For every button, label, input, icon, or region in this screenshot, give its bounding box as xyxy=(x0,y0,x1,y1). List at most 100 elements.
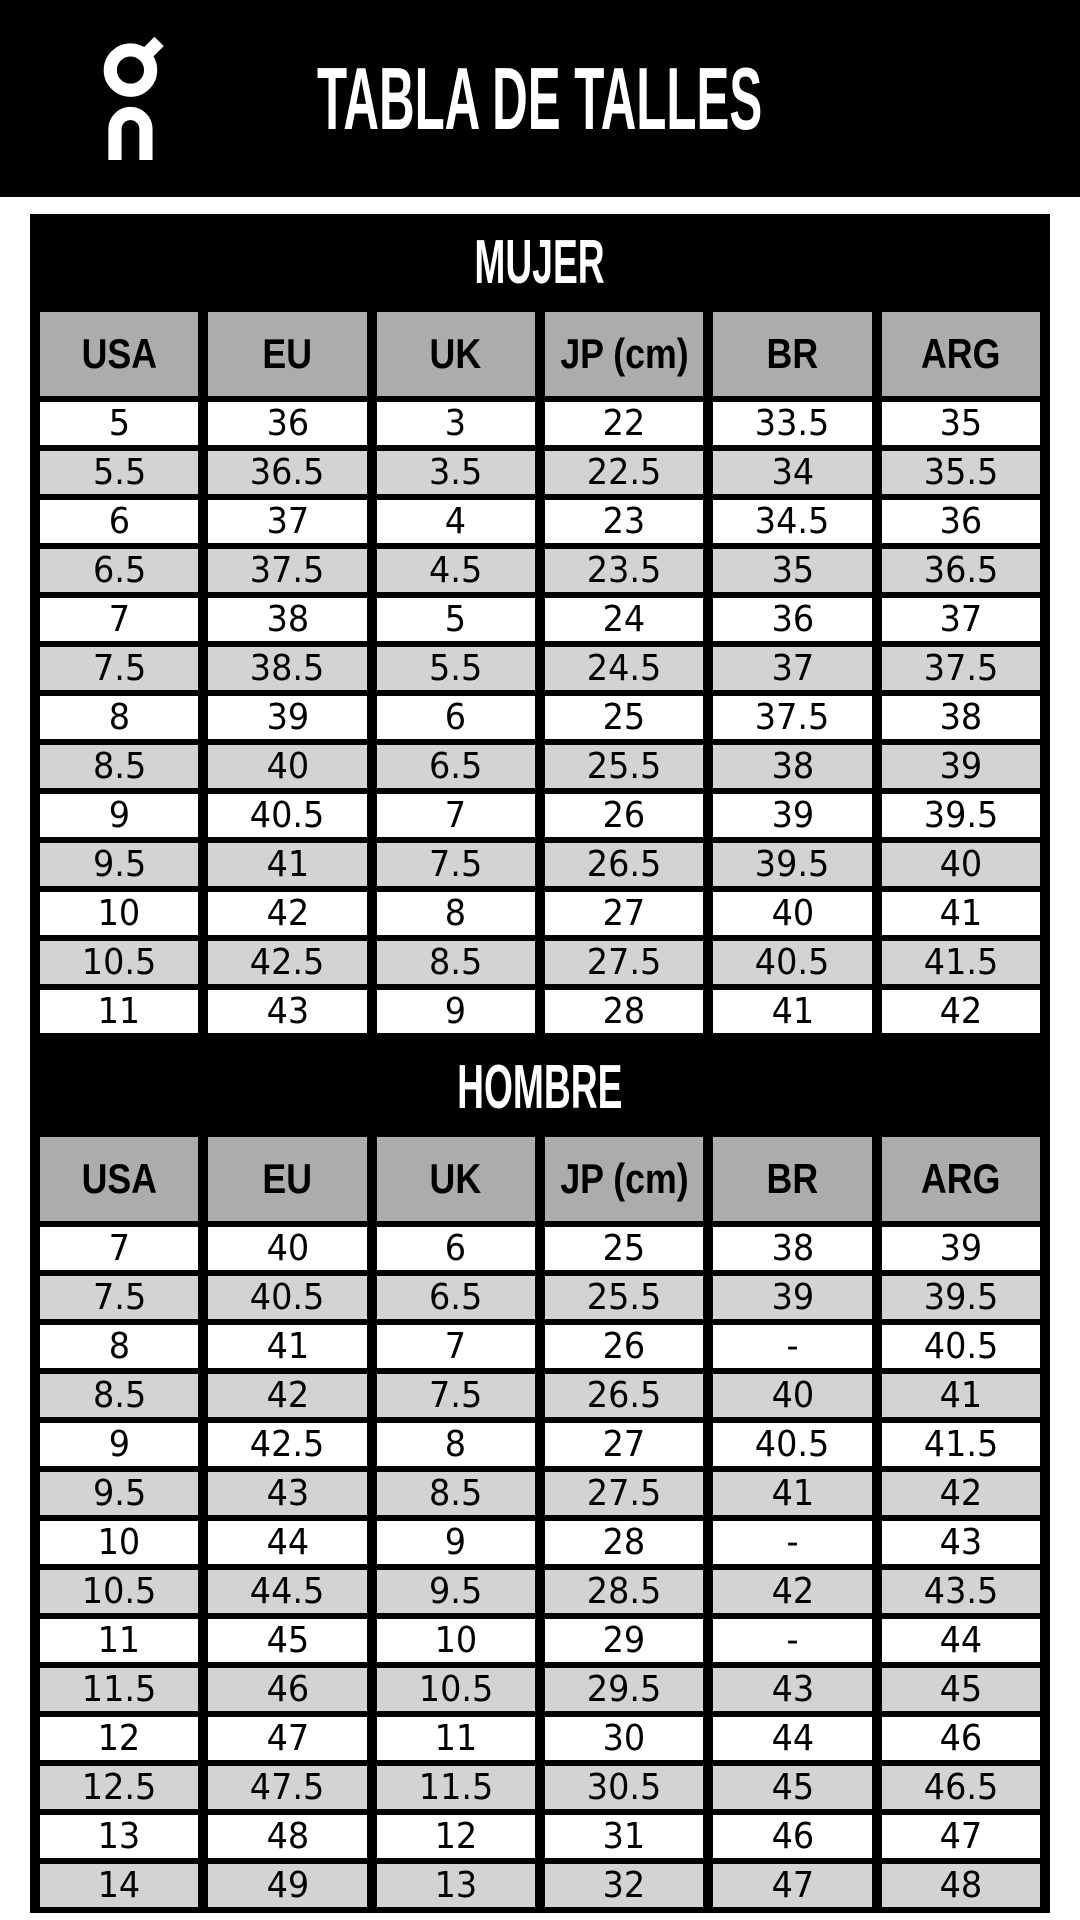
size-value: 29.5 xyxy=(586,1668,662,1710)
table-row: 10 44 9 28 - 43 xyxy=(29,1515,1051,1570)
size-value: 8 xyxy=(108,1325,130,1367)
size-value: 46 xyxy=(771,1815,814,1857)
column-header-row: USA EU UK JP (cm) BR ARG xyxy=(29,306,1051,402)
size-value: 28 xyxy=(602,990,646,1032)
size-value: 4 xyxy=(445,500,467,542)
size-cell: 40 xyxy=(703,1368,882,1423)
size-value: 26 xyxy=(602,794,646,836)
size-value: 46 xyxy=(266,1668,309,1710)
size-cell: 41.5 xyxy=(871,1417,1051,1472)
column-header-label: ARG xyxy=(921,1155,1001,1202)
size-value: 36.5 xyxy=(250,451,325,493)
size-cell: 9 xyxy=(29,788,209,843)
size-value: 36 xyxy=(939,500,983,542)
table-row: 10.5 42.5 8.5 27.5 40.5 41.5 xyxy=(29,935,1051,990)
size-cell: 40.5 xyxy=(703,1417,882,1472)
column-header-eu: EU xyxy=(198,1131,377,1227)
size-cell: 5.5 xyxy=(29,445,209,500)
size-cell: 39 xyxy=(703,788,882,843)
size-value: 42 xyxy=(939,990,983,1032)
size-cell: 29.5 xyxy=(534,1662,714,1717)
size-cell: 39.5 xyxy=(871,1270,1051,1325)
size-value: 40.5 xyxy=(250,794,325,836)
size-value: 42 xyxy=(266,892,309,934)
size-cell: 8.5 xyxy=(29,1368,209,1423)
size-value: 8.5 xyxy=(429,941,483,983)
table-row: 7.5 40.5 6.5 25.5 39 39.5 xyxy=(29,1270,1051,1325)
size-cell: 8 xyxy=(366,1417,545,1472)
size-cell: 10.5 xyxy=(29,935,209,990)
size-value: 37.5 xyxy=(250,549,325,591)
size-cell: 40 xyxy=(198,1221,377,1276)
size-value: 6 xyxy=(445,1227,467,1269)
size-cell: 37.5 xyxy=(703,690,882,745)
size-value: 28.5 xyxy=(586,1570,662,1612)
size-cell: 22 xyxy=(534,396,714,451)
size-cell: 39.5 xyxy=(871,788,1051,843)
size-cell: 11 xyxy=(29,1613,209,1668)
size-cell: 39 xyxy=(703,1270,882,1325)
column-header-label: USA xyxy=(81,1155,157,1202)
size-value: 13 xyxy=(434,1864,478,1906)
size-value: 27.5 xyxy=(586,941,662,983)
size-cell: 41 xyxy=(871,1368,1051,1423)
size-cell: 8 xyxy=(29,1319,209,1374)
size-cell: 39.5 xyxy=(703,837,882,892)
size-value: 9.5 xyxy=(92,843,146,885)
size-value: 27 xyxy=(602,1423,646,1465)
size-value: 43 xyxy=(266,990,309,1032)
size-value: 41 xyxy=(939,892,983,934)
size-value: - xyxy=(786,1619,799,1661)
size-cell: 6.5 xyxy=(366,739,545,794)
size-value: - xyxy=(786,1325,799,1367)
size-cell: 39 xyxy=(871,1221,1051,1276)
size-cell: 47.5 xyxy=(198,1760,377,1815)
table-row: 7 40 6 25 38 39 xyxy=(29,1221,1051,1276)
column-header-label: JP (cm) xyxy=(559,1155,689,1202)
size-value: 8 xyxy=(445,1423,467,1465)
size-cell: 37.5 xyxy=(198,543,377,598)
size-cell: 35.5 xyxy=(871,445,1051,500)
size-cell: 13 xyxy=(366,1858,545,1913)
size-value: 37.5 xyxy=(755,696,830,738)
size-cell: 7.5 xyxy=(366,837,545,892)
size-cell: 44 xyxy=(703,1711,882,1766)
size-value: 31 xyxy=(602,1815,646,1857)
size-value: 25.5 xyxy=(586,1276,662,1318)
size-value: 27.5 xyxy=(586,1472,662,1514)
size-value: 41 xyxy=(266,843,309,885)
size-cell: 40.5 xyxy=(871,1319,1051,1374)
size-cell: 35 xyxy=(703,543,882,598)
section-title-hombre: HOMBRE xyxy=(30,1039,1050,1137)
size-cell: 7.5 xyxy=(366,1368,545,1423)
size-cell: - xyxy=(703,1613,882,1668)
size-cell: 25 xyxy=(534,1221,714,1276)
size-value: 12.5 xyxy=(81,1766,157,1808)
size-value: 43 xyxy=(939,1521,983,1563)
size-cell: 23 xyxy=(534,494,714,549)
size-value: 37 xyxy=(939,598,983,640)
size-cell: 38 xyxy=(703,739,882,794)
size-value: 38 xyxy=(771,1227,814,1269)
size-value: 9.5 xyxy=(429,1570,483,1612)
size-value: 23.5 xyxy=(586,549,662,591)
size-value: 47.5 xyxy=(250,1766,325,1808)
size-value: 27 xyxy=(602,892,646,934)
size-cell: 3 xyxy=(366,396,545,451)
size-value: 5 xyxy=(108,402,130,444)
size-value: 10 xyxy=(434,1619,478,1661)
size-value: 6 xyxy=(108,500,130,542)
size-value: 12 xyxy=(97,1717,141,1759)
table-row: 9.5 43 8.5 27.5 41 42 xyxy=(29,1466,1051,1521)
size-tables-container: MUJER USA EU UK JP (cm) BR ARG 5 36 3 22 33.5 35 5.5 3… xyxy=(29,214,1051,1913)
size-value: 40 xyxy=(266,745,309,787)
size-value: 8 xyxy=(445,892,467,934)
size-cell: 29 xyxy=(534,1613,714,1668)
table-row: 10.5 44.5 9.5 28.5 42 43.5 xyxy=(29,1564,1051,1619)
size-value: 37 xyxy=(771,647,814,689)
size-cell: 42 xyxy=(198,886,377,941)
size-cell: 10 xyxy=(29,886,209,941)
table-row: 6.5 37.5 4.5 23.5 35 36.5 xyxy=(29,543,1051,598)
size-value: 6.5 xyxy=(92,549,146,591)
